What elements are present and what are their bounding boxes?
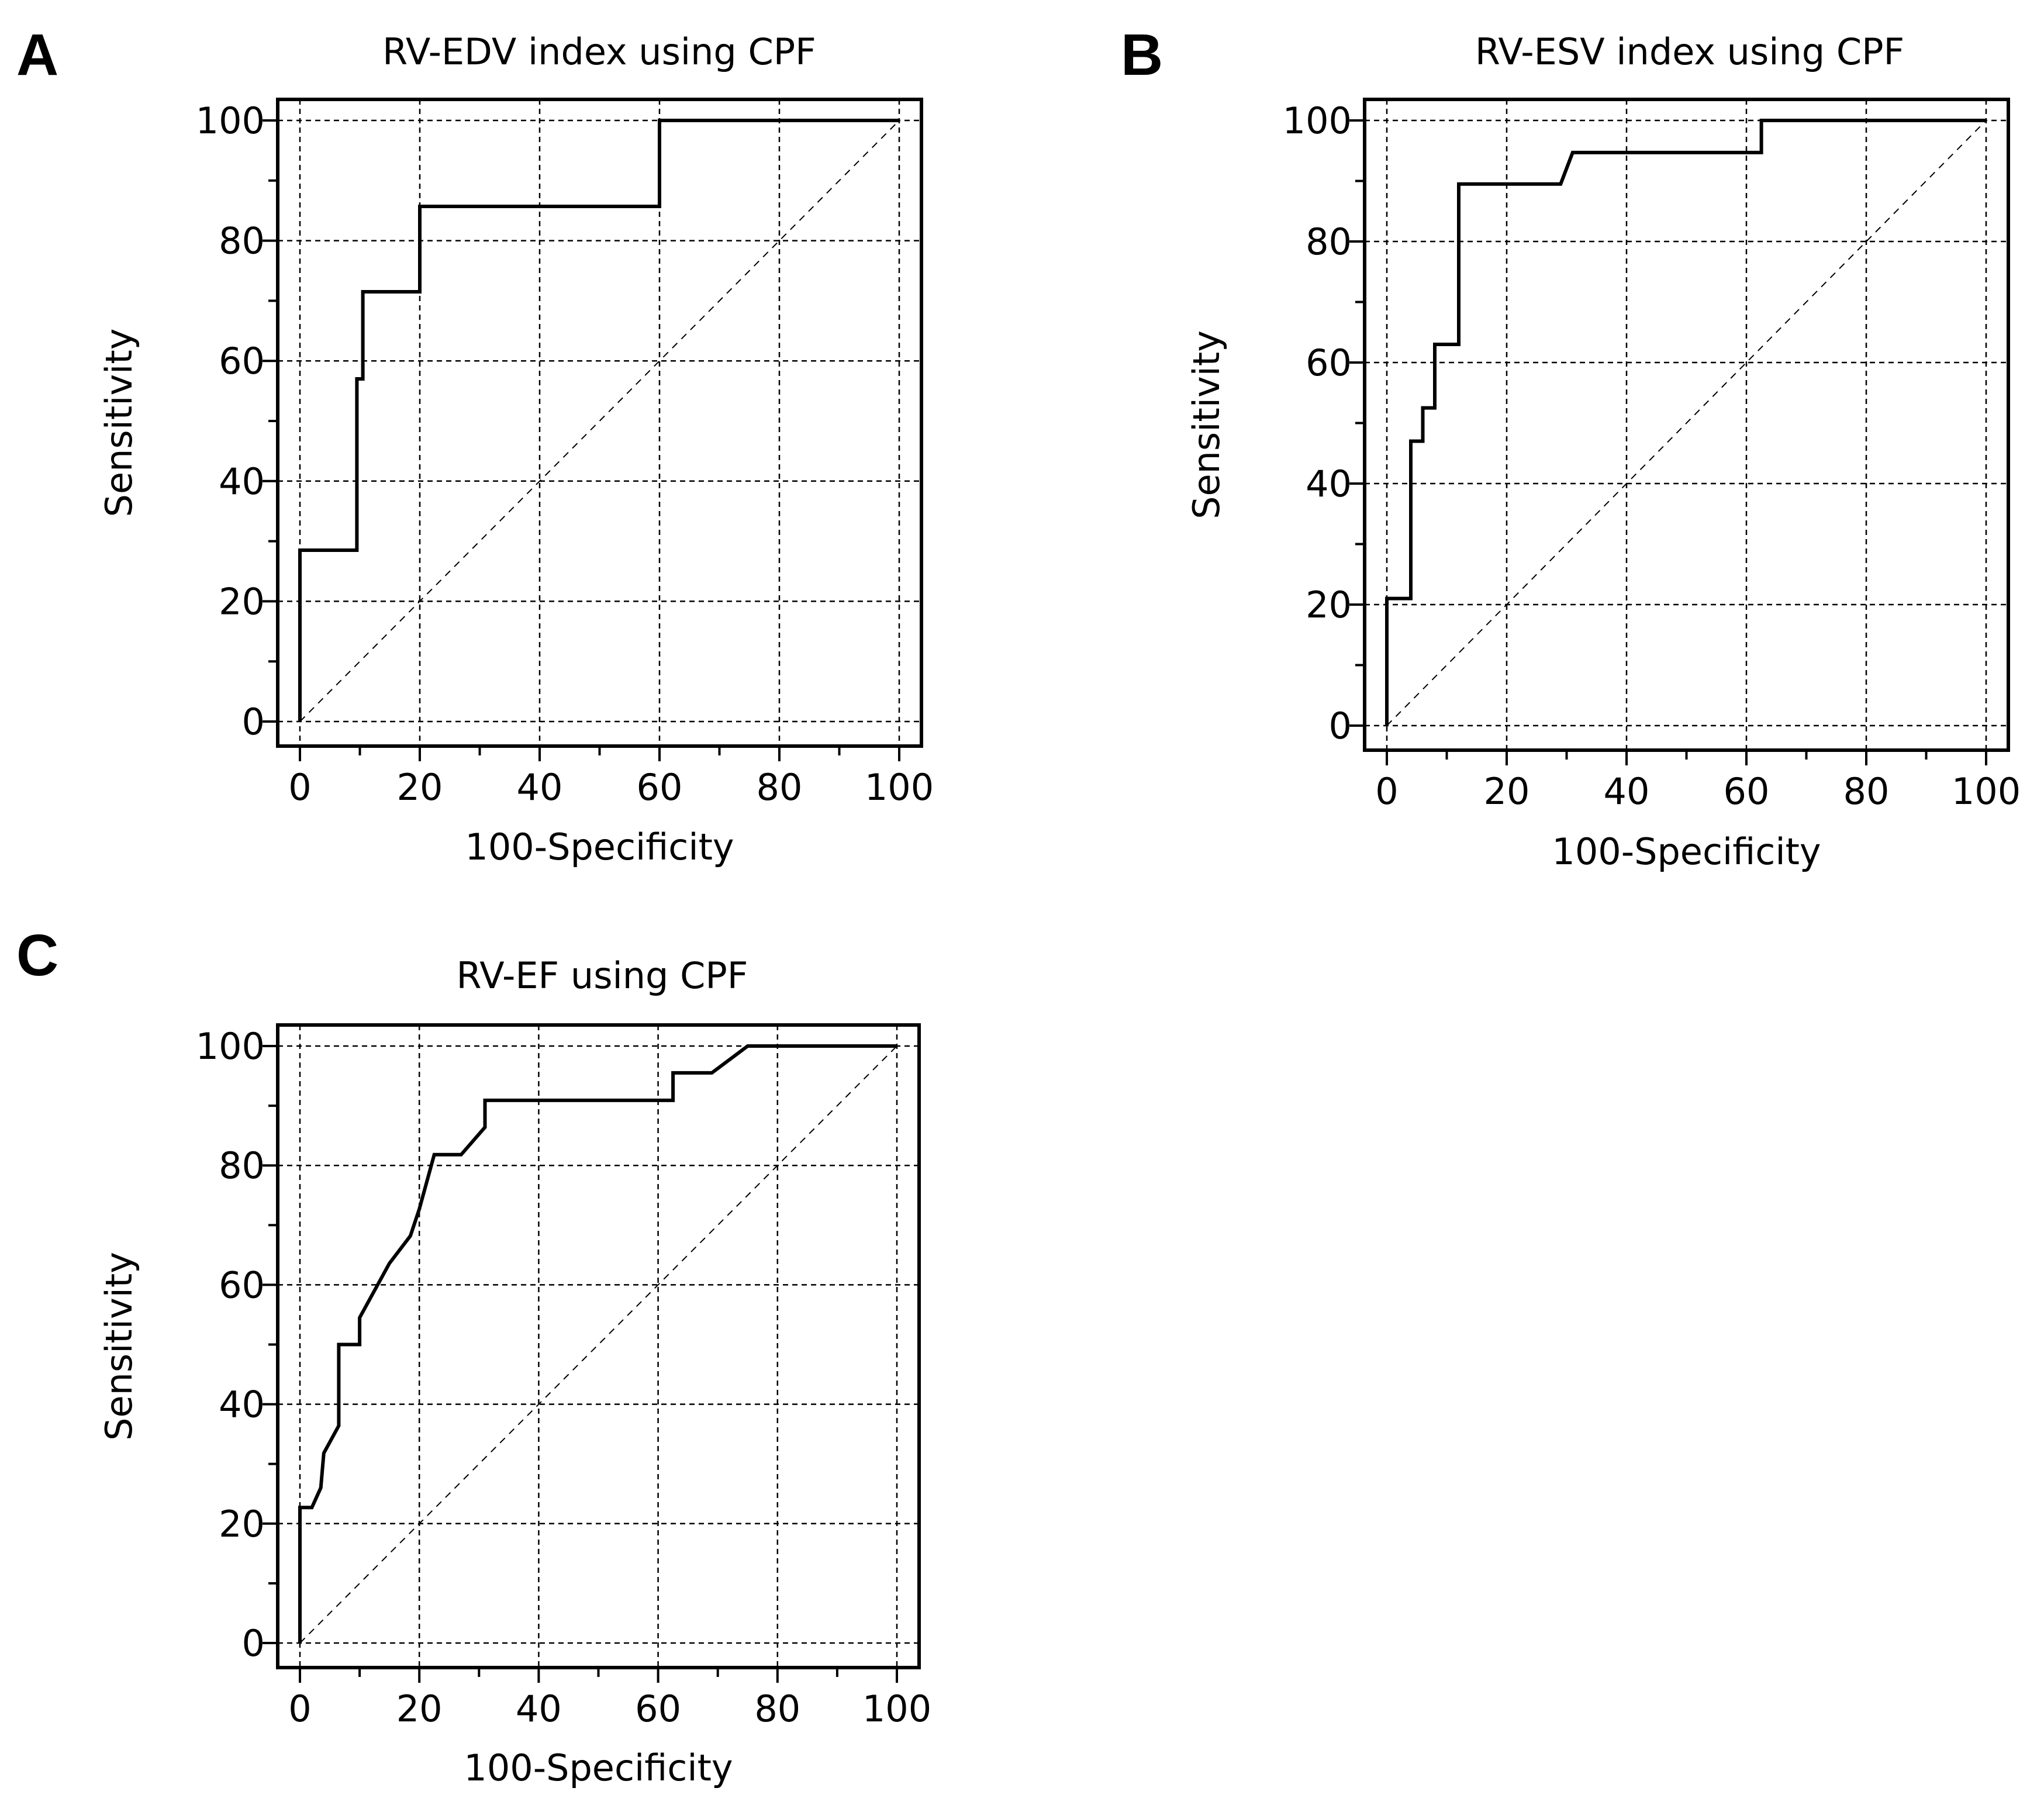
y-tick-label: 0 [1329, 705, 1352, 747]
y-axis-label: Sensitivity [98, 1252, 140, 1441]
y-tick-label: 60 [219, 1264, 265, 1306]
panel-letter: A [16, 22, 58, 88]
chart-panel-b: B RV-ESV index using CPF 0 20 40 60 80 100 0 20 40… [1121, 22, 2021, 873]
x-tick-label: 100 [865, 766, 934, 809]
x-tick-label: 20 [396, 1687, 443, 1730]
x-tick-label: 0 [1375, 770, 1398, 813]
panel-letter: C [16, 923, 58, 988]
reference-diagonal [299, 120, 900, 722]
y-tick-label: 100 [196, 1025, 265, 1068]
x-tick-label: 80 [1843, 770, 1890, 813]
y-axis-label: Sensitivity [1185, 330, 1228, 519]
y-tick-label: 80 [1306, 220, 1352, 263]
x-tick-label: 100 [862, 1687, 931, 1730]
x-tick-label: 80 [754, 1687, 800, 1730]
chart-panel-c: C RV-EF using CPF 0 20 40 60 80 100 0 20 40 60 80 100… [16, 923, 931, 1789]
chart-title: RV-EDV index using CPF [382, 30, 816, 73]
plot-frame [276, 1023, 921, 1669]
y-tick-label: 20 [219, 1503, 265, 1545]
x-tick-label: 20 [1484, 770, 1530, 813]
roc-curve [1385, 119, 1986, 726]
chart-title: RV-EF using CPF [457, 954, 748, 997]
x-axis-label: 100-Specificity [1552, 830, 1821, 873]
reference-diagonal [299, 1045, 897, 1644]
roc-curve [298, 1044, 897, 1643]
x-tick-label: 60 [1724, 770, 1770, 813]
reference-diagonal [1386, 120, 1987, 726]
x-axis-label: 100-Specificity [465, 826, 734, 868]
y-tick-label: 80 [219, 220, 265, 263]
y-axis-label: Sensitivity [98, 329, 140, 517]
y-tick-label: 40 [219, 1383, 265, 1426]
chart-panel-a: A RV-EDV index using CPF 0 20 40 60 80 100 0 20 40… [16, 22, 934, 868]
x-tick-label: 40 [516, 1687, 562, 1730]
y-tick-label: 60 [219, 340, 265, 382]
y-tick-label: 100 [1283, 99, 1352, 142]
x-tick-label: 0 [288, 1687, 311, 1730]
y-tick-label: 100 [196, 99, 265, 142]
plot-frame [1363, 98, 2010, 752]
y-tick-label: 20 [219, 580, 265, 623]
x-tick-label: 40 [517, 766, 563, 809]
x-tick-label: 100 [1952, 770, 2021, 813]
y-tick-label: 40 [219, 460, 265, 503]
x-tick-label: 0 [288, 766, 311, 809]
x-axis-label: 100-Specificity [464, 1747, 733, 1789]
x-tick-label: 60 [637, 766, 683, 809]
y-tick-label: 0 [242, 1622, 265, 1665]
x-tick-label: 40 [1604, 770, 1650, 813]
plot-frame [276, 98, 923, 748]
chart-title: RV-ESV index using CPF [1475, 30, 1904, 73]
y-tick-label: 80 [219, 1144, 265, 1187]
y-tick-label: 20 [1306, 584, 1352, 626]
y-tick-label: 40 [1306, 463, 1352, 505]
x-tick-label: 20 [397, 766, 443, 809]
panel-letter: B [1121, 22, 1163, 88]
x-tick-label: 60 [635, 1687, 681, 1730]
x-tick-label: 80 [757, 766, 803, 809]
roc-curve [298, 119, 899, 722]
y-tick-label: 60 [1306, 341, 1352, 384]
y-tick-label: 0 [242, 700, 265, 743]
